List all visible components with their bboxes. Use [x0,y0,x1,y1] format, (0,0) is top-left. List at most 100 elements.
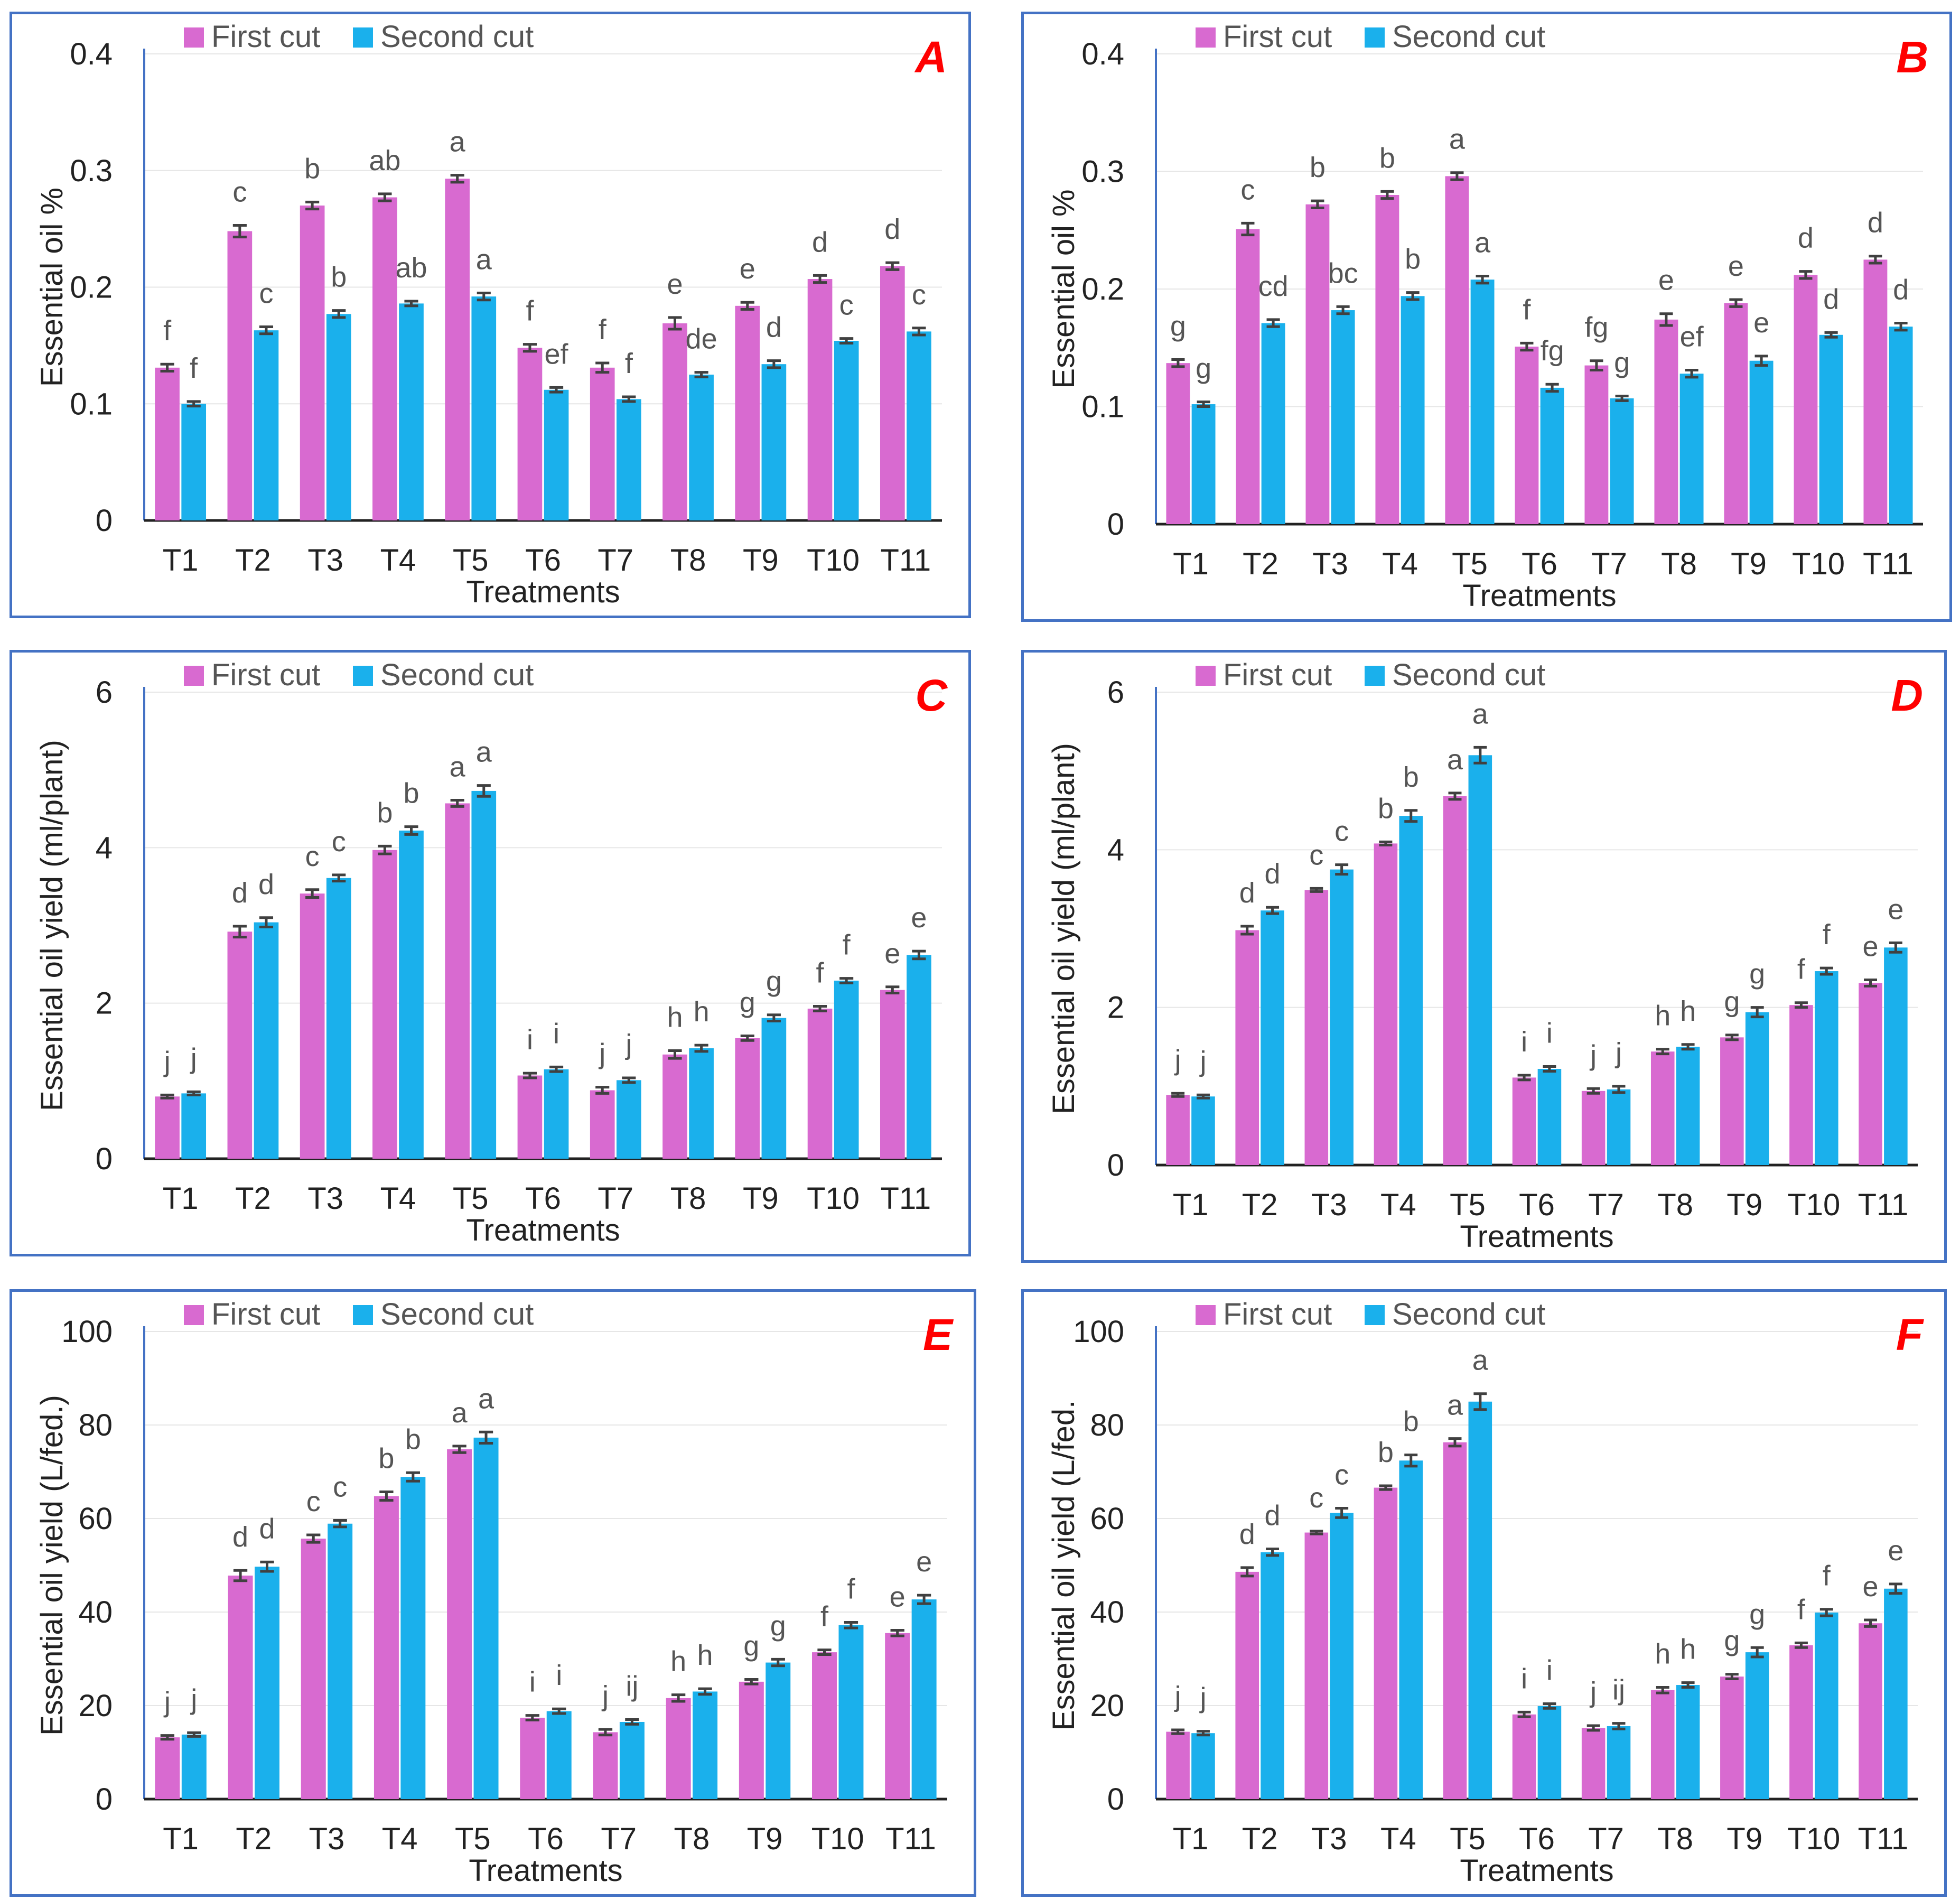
x-tick-label: T9 [743,543,779,578]
bar-first-cut [227,231,253,520]
y-axis-title: Essential oil yield (L/fed.) [35,1395,69,1736]
significance-letter: ij [1612,1674,1625,1706]
x-tick-label: T4 [382,1822,418,1856]
bar-second-cut [1819,334,1843,524]
bar-second-cut [1470,280,1495,524]
significance-letter: e [740,253,755,285]
x-tick-label: T7 [1588,1188,1624,1222]
bar-first-cut [1236,229,1260,524]
x-tick-label: T5 [1450,1822,1486,1856]
x-tick-label: T7 [601,1822,637,1856]
significance-letter: j [601,1680,609,1712]
x-tick-label: T2 [1242,1822,1278,1856]
significance-letter: c [1309,839,1323,871]
bar-first-cut [517,1075,543,1159]
x-tick-label: T9 [1726,1188,1762,1222]
significance-letter: ab [395,252,427,284]
bar-first-cut [155,367,180,520]
x-tick-label: T7 [598,543,633,578]
bar-second-cut [1889,327,1913,524]
y-tick-label: 0 [1107,1782,1124,1817]
significance-letter: d [812,226,828,258]
y-tick-label: 60 [1090,1502,1124,1536]
significance-letter: g [1170,311,1186,342]
chart-panel-b: 0 0.1 0.2 0.3 0.4 g g T1 c cd T2 b bc T3 b b T4 a a T5 f fg T6… [1021,12,1952,622]
bar-first-cut [1305,204,1330,524]
bar-first-cut [1443,1442,1467,1799]
bar-first-cut [662,1054,687,1159]
legend-swatch-second-cut [1365,666,1385,686]
bar-second-cut [254,330,279,520]
significance-letter: i [1521,1663,1527,1694]
bar-first-cut [445,803,470,1159]
bar-second-cut [1745,1652,1769,1799]
x-tick-label: T5 [1450,1188,1486,1222]
x-tick-label: T11 [881,543,931,578]
significance-letter: j [598,1038,605,1070]
bar-second-cut [1815,971,1838,1165]
x-tick-label: T5 [453,543,489,578]
significance-letter: d [1265,1500,1281,1532]
bar-first-cut [593,1732,618,1799]
significance-letter: e [1863,930,1879,962]
significance-letter: a [1472,1345,1489,1376]
x-tick-label: T5 [1452,547,1488,581]
bar-second-cut [1261,323,1285,524]
significance-letter: c [232,176,247,208]
bar-second-cut [1330,869,1354,1165]
significance-letter: f [847,1573,855,1605]
bar-first-cut [590,1090,615,1159]
x-tick-label: T1 [1173,1188,1209,1222]
x-tick-label: T6 [528,1822,564,1856]
significance-letter: j [1174,1681,1181,1712]
bar-second-cut [181,1093,207,1159]
significance-letter: j [1199,1046,1206,1077]
bar-first-cut [1789,1005,1813,1165]
bar-first-cut [1581,1091,1606,1165]
bar-first-cut [880,266,905,520]
legend-label-first-cut: First cut [1223,20,1332,54]
significance-letter: e [1888,1535,1903,1567]
significance-letter: i [553,1018,559,1049]
bar-first-cut [1650,1690,1675,1799]
bar-second-cut [181,1734,207,1799]
significance-letter: f [1797,954,1806,985]
y-tick-label: 20 [1090,1689,1124,1723]
y-tick-label: 0.4 [1081,37,1124,71]
significance-letter: i [529,1666,536,1698]
significance-letter: a [1447,744,1463,776]
legend-swatch-second-cut [1365,27,1385,48]
x-tick-label: T11 [1858,1188,1909,1222]
legend-label-first-cut: First cut [1223,658,1332,692]
bar-first-cut [1304,1532,1329,1799]
significance-letter: i [1521,1026,1527,1058]
significance-letter: j [1589,1039,1597,1071]
significance-letter: e [1863,1571,1879,1603]
x-tick-label: T3 [309,1822,345,1856]
significance-letter: d [766,312,782,343]
x-tick-label: T4 [1380,1188,1416,1222]
x-tick-label: T2 [235,1181,271,1216]
y-axis-title: Essential oil yield (ml/plant) [1047,743,1081,1114]
y-axis-title: Essential oil yield (L/fed. [1047,1400,1081,1730]
bar-second-cut [1191,404,1216,524]
bar-second-cut [1330,1513,1354,1799]
significance-letter: g [1724,1625,1740,1657]
y-tick-label: 100 [1073,1315,1124,1349]
x-tick-label: T6 [1522,547,1557,581]
significance-letter: g [1749,1598,1765,1630]
x-tick-label: T1 [1173,1822,1209,1856]
bar-first-cut [880,990,905,1159]
significance-letter: a [1449,124,1466,155]
x-tick-label: T9 [747,1822,783,1856]
legend-label-second-cut: Second cut [380,20,534,54]
bar-first-cut [445,179,470,520]
bar-second-cut [1607,1089,1631,1165]
significance-letter: b [1403,1406,1419,1438]
bar-first-cut [807,279,833,520]
bar-second-cut [1607,1726,1631,1799]
x-tick-label: T10 [1787,1188,1840,1222]
bar-second-cut [1610,398,1634,524]
y-tick-label: 0 [96,1782,113,1817]
significance-letter: ef [1680,321,1704,353]
